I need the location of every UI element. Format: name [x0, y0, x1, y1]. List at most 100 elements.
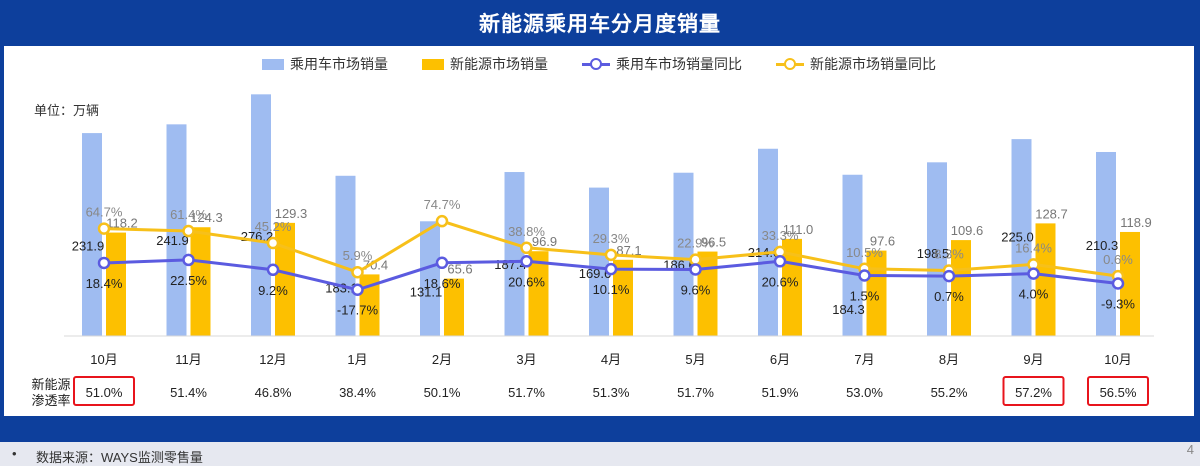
category-label: 12月	[259, 352, 286, 367]
bar-nev	[275, 222, 295, 336]
nev-yoy-point	[182, 224, 195, 238]
nev-yoy-point	[266, 236, 280, 250]
category-label: 2月	[432, 352, 452, 367]
legend-swatch-passenger-yoy	[582, 57, 610, 71]
chart-svg: 231.9118.210月51.0%241.9124.311月51.4%276.…	[31, 94, 1154, 408]
footer: • 数据来源：WAYS监测零售量 4	[0, 442, 1200, 466]
label-nev: 129.3	[275, 206, 308, 221]
nev-yoy-label: 38.8%	[508, 224, 545, 239]
category-label: 11月	[175, 352, 202, 367]
passenger-yoy-label: -17.7%	[337, 303, 379, 318]
nev-yoy-label: 22.9%	[677, 236, 714, 251]
nev-yoy-label: 29.3%	[593, 231, 630, 246]
legend-item-nev[interactable]: 新能源市场销量	[422, 54, 548, 74]
legend-swatch-passenger	[262, 58, 284, 70]
passenger-yoy-label: 10.1%	[593, 282, 630, 297]
penetration-value: 57.2%	[1015, 385, 1052, 400]
penetration-highlight-box	[1002, 376, 1065, 406]
penetration-value: 51.0%	[86, 385, 123, 400]
bar-nev	[1035, 223, 1056, 336]
bar-nev	[951, 240, 971, 336]
nev-yoy-label: 5.9%	[343, 248, 373, 263]
bar-passenger	[1011, 139, 1032, 336]
penetration-value: 51.7%	[508, 385, 545, 400]
legend-item-nev-yoy[interactable]: 新能源市场销量同比	[776, 54, 936, 74]
bar-passenger	[842, 174, 863, 336]
data-source: 数据来源：WAYS监测零售量	[36, 450, 203, 465]
category-label: 7月	[854, 352, 874, 367]
nev-yoy-point	[520, 241, 533, 255]
bar-passenger	[251, 94, 271, 336]
passenger-yoy-point	[942, 269, 956, 283]
bar-nev	[528, 251, 549, 336]
passenger-yoy-point	[858, 269, 871, 282]
passenger-yoy-point	[773, 255, 787, 268]
passenger-yoy-label: 4.0%	[1019, 287, 1049, 302]
penetration-value: 51.4%	[170, 385, 207, 400]
bar-passenger	[504, 172, 525, 336]
bar-passenger	[927, 162, 947, 336]
legend-label-nev-yoy: 新能源市场销量同比	[810, 56, 936, 72]
label-nev: 96.5	[701, 235, 726, 250]
label-passenger: 184.3	[832, 302, 865, 317]
passenger-yoy-point	[182, 253, 195, 267]
passenger-yoy-label: 1.5%	[850, 288, 880, 303]
legend-swatch-nev	[422, 58, 444, 70]
category-label: 5月	[685, 352, 705, 367]
bar-nev	[190, 227, 211, 336]
legend-item-passenger-yoy[interactable]: 乘用车市场销量同比	[582, 54, 742, 74]
passenger-yoy-label: 18.4%	[86, 276, 123, 291]
category-label: 1月	[347, 352, 367, 367]
passenger-yoy-label: 20.6%	[762, 274, 799, 289]
label-nev: 65.6	[447, 262, 472, 277]
chart-title: 新能源乘用车分月度销量	[479, 13, 721, 36]
penetration-value: 51.7%	[677, 385, 714, 400]
passenger-yoy-label: 18.6%	[424, 276, 461, 291]
nev-yoy-label: 33.3%	[762, 228, 799, 243]
nev-yoy-label: 74.7%	[424, 197, 461, 212]
label-passenger: 225.0	[1001, 229, 1034, 244]
passenger-yoy-point	[435, 256, 449, 270]
bar-nev	[106, 232, 126, 336]
penetration-value: 51.3%	[593, 385, 630, 400]
legend-label-nev: 新能源市场销量	[450, 56, 548, 72]
bar-nev	[866, 250, 887, 336]
passenger-yoy-label: 20.6%	[508, 274, 545, 289]
category-label: 8月	[939, 352, 959, 367]
category-label: 10月	[1104, 352, 1131, 367]
bar-nev	[697, 251, 718, 336]
nev-yoy-point	[604, 248, 618, 262]
label-passenger: 241.9	[156, 233, 189, 248]
label-nev: 118.9	[1120, 215, 1152, 230]
legend-swatch-nev-yoy	[776, 57, 804, 71]
penetration-label: 新能源	[31, 377, 70, 392]
category-label: 10月	[90, 352, 117, 367]
legend-item-passenger[interactable]: 乘用车市场销量	[262, 54, 388, 74]
page-number: 4	[1186, 442, 1194, 457]
passenger-yoy-label: 0.7%	[934, 289, 964, 304]
penetration-value: 51.9%	[762, 385, 799, 400]
label-nev: 109.6	[951, 223, 984, 238]
passenger-yoy-label: -9.3%	[1101, 297, 1135, 312]
penetration-value: 50.1%	[424, 385, 461, 400]
nev-yoy-label: 0.6%	[1103, 252, 1133, 267]
passenger-yoy-point	[689, 263, 702, 276]
nev-yoy-label: 16.4%	[1015, 240, 1052, 255]
passenger-yoy-point	[266, 263, 280, 277]
nev-yoy-point	[97, 222, 111, 235]
nev-yoy-point	[435, 214, 449, 228]
nev-yoy-label: 8.3%	[934, 246, 964, 261]
unit-label: 单位：万辆	[34, 103, 100, 118]
label-nev: 128.7	[1035, 206, 1068, 221]
penetration-value: 46.8%	[255, 385, 292, 400]
passenger-yoy-point	[1027, 267, 1040, 280]
passenger-yoy-label: 9.2%	[258, 283, 288, 298]
footer-bullet: •	[12, 446, 17, 461]
bar-nev	[359, 274, 380, 336]
label-passenger: 198.5	[917, 246, 950, 261]
category-label: 6月	[770, 352, 790, 367]
passenger-yoy-point	[604, 262, 618, 276]
legend-label-passenger-yoy: 乘用车市场销量同比	[616, 56, 742, 72]
penetration-value: 38.4%	[339, 385, 376, 400]
bar-nev	[444, 278, 464, 336]
